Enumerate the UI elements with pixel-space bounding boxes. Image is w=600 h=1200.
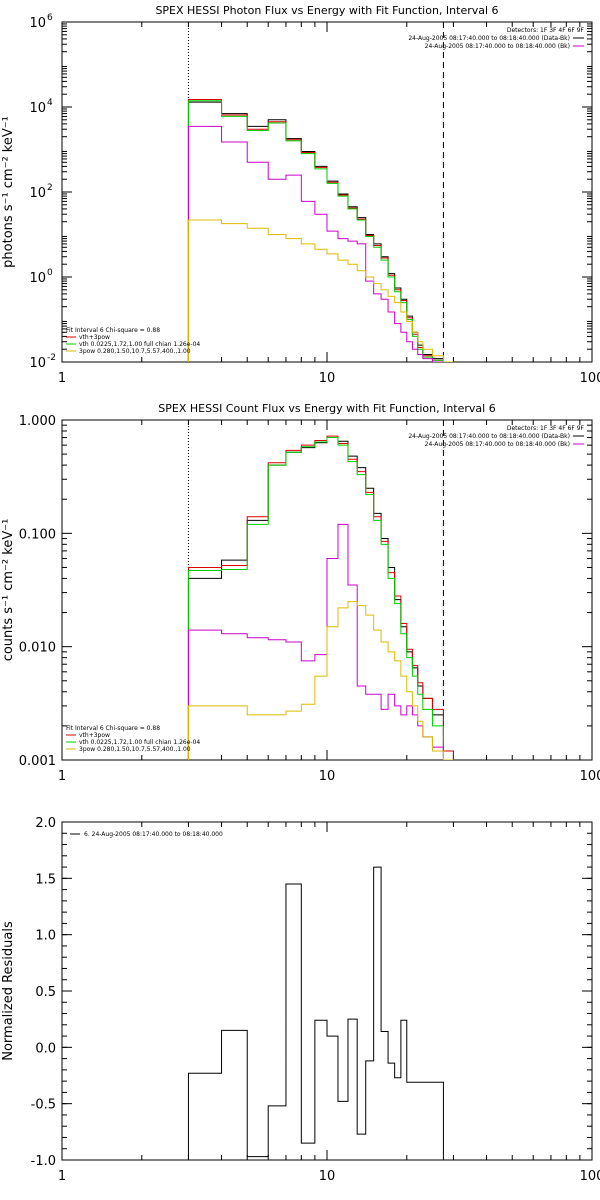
residuals-chart: 1 10 100 -1.0 -0.5 0.0 0.5 1.0 1.5 2.0 Normalized … (1, 816, 600, 1184)
chart2-series-6-24-aug-2005-08-17-40-000-to-08-18-40-000 (187, 866, 444, 1160)
chart0-y-tick-exponent: 0 (47, 268, 53, 278)
chart0-x-tick-label: 100 (580, 371, 600, 386)
chart1-legend-entry: 24-Aug-2005 08:17:40.000 to 08:18:40.000… (425, 441, 570, 448)
chart0-series-vth (187, 100, 454, 362)
chart1-fit-legend-header: Fit Interval 6 Chi-square = 0.88 (66, 725, 160, 732)
chart0-series-3pow (187, 219, 454, 362)
chart2-y-tick-label: 1.5 (35, 872, 56, 887)
chart1-y-axis-label: counts s⁻¹ cm⁻² keV⁻¹ (1, 519, 16, 662)
chart2-x-tick-label: 100 (580, 1169, 600, 1184)
chart1-y-tick-label: 0.100 (19, 527, 56, 542)
chart1-series-vth-3pow (187, 435, 454, 760)
chart2-y-tick-label: 0.0 (35, 1041, 56, 1056)
chart1-legend-entry: 24-Aug-2005 08:17:40.000 to 08:18:40.000… (408, 433, 570, 440)
chart2-y-tick-label: -0.5 (31, 1098, 56, 1113)
chart2-plot-frame (61, 821, 593, 1161)
chart1-series-data-bk (187, 437, 454, 760)
chart1-title: SPEX HESSI Count Flux vs Energy with Fit… (158, 402, 495, 415)
chart2-legend-entry: 6. 24-Aug-2005 08:17:40.000 to 08:18:40.… (84, 831, 223, 838)
chart0-fit-legend-entry: 3pow 0.280,1.50,10.7,5.57,400.,1.00 (79, 348, 191, 355)
chart2-x-tick-label: 10 (319, 1169, 336, 1184)
chart0-legend-entry: 24-Aug-2005 08:17:40.000 to 08:18:40.000… (425, 43, 570, 50)
chart1-y-tick-label: 1.000 (19, 414, 56, 429)
chart1-fit-legend-entry: vth+3pow (79, 732, 110, 739)
count-flux-chart: SPEX HESSI Count Flux vs Energy with Fit… (1, 402, 600, 784)
chart1-x-tick-label: 1 (58, 769, 66, 784)
chart0-series-data-bk (187, 101, 454, 362)
chart1-y-tick-label: 0.001 (19, 754, 56, 769)
chart2-x-tick-label: 1 (58, 1169, 66, 1184)
chart1-legend-header: Detectors: 1F 3F 4F 6F 9F (507, 425, 585, 432)
chart0-plot-frame (61, 21, 593, 363)
chart0-y-tick-label: 10 (29, 186, 46, 201)
chart0-y-tick-exponent: 4 (47, 98, 53, 108)
photon-flux-chart: SPEX HESSI Photon Flux vs Energy with Fi… (1, 4, 600, 386)
chart0-y-tick-label: 10 (29, 271, 46, 286)
chart1-fit-legend-entry: 3pow 0.280,1.50,10.7,5.57,400.,1.00 (79, 746, 191, 753)
chart0-y-tick-exponent: 2 (47, 183, 53, 193)
chart0-legend-entry: 24-Aug-2005 08:17:40.000 to 08:18:40.000… (408, 35, 570, 42)
chart1-fit-legend-entry: vth 0.0225,1.72,1.00 full chian 1.26e-04 (79, 739, 200, 746)
chart0-fit-legend-entry: vth 0.0225,1.72,1.00 full chian 1.26e-04 (79, 341, 200, 348)
chart2-y-axis-label: Normalized Residuals (1, 921, 16, 1061)
chart2-y-tick-label: 1.0 (35, 929, 56, 944)
chart0-y-axis-label: photons s⁻¹ cm⁻² keV⁻¹ (1, 116, 16, 268)
chart0-x-tick-label: 10 (319, 371, 336, 386)
chart0-x-tick-label: 1 (58, 371, 66, 386)
chart0-fit-legend-header: Fit Interval 6 Chi-square = 0.88 (66, 327, 160, 334)
chart2-y-tick-label: -1.0 (31, 1154, 56, 1169)
chart0-legend-header: Detectors: 1F 3F 4F 6F 9F (507, 27, 585, 34)
chart2-y-tick-label: 2.0 (35, 816, 56, 831)
chart0-title: SPEX HESSI Photon Flux vs Energy with Fi… (155, 4, 498, 17)
chart0-fit-legend-entry: vth+3pow (79, 334, 110, 341)
chart1-x-tick-label: 10 (319, 769, 336, 784)
chart0-series-bk (187, 125, 454, 362)
chart0-y-tick-label: 10 (29, 16, 46, 31)
chart0-y-tick-exponent: -2 (47, 353, 56, 363)
chart0-series-vth-3pow (187, 99, 454, 362)
chart0-y-tick-label: 10 (29, 356, 46, 371)
chart1-y-tick-label: 0.010 (19, 641, 56, 656)
chart1-series-vth (187, 437, 454, 760)
chart0-y-tick-label: 10 (29, 101, 46, 116)
chart1-x-tick-label: 100 (580, 769, 600, 784)
chart2-y-tick-label: 0.5 (35, 985, 56, 1000)
chart1-series-3pow (187, 601, 454, 760)
chart0-y-tick-exponent: 6 (47, 13, 53, 23)
